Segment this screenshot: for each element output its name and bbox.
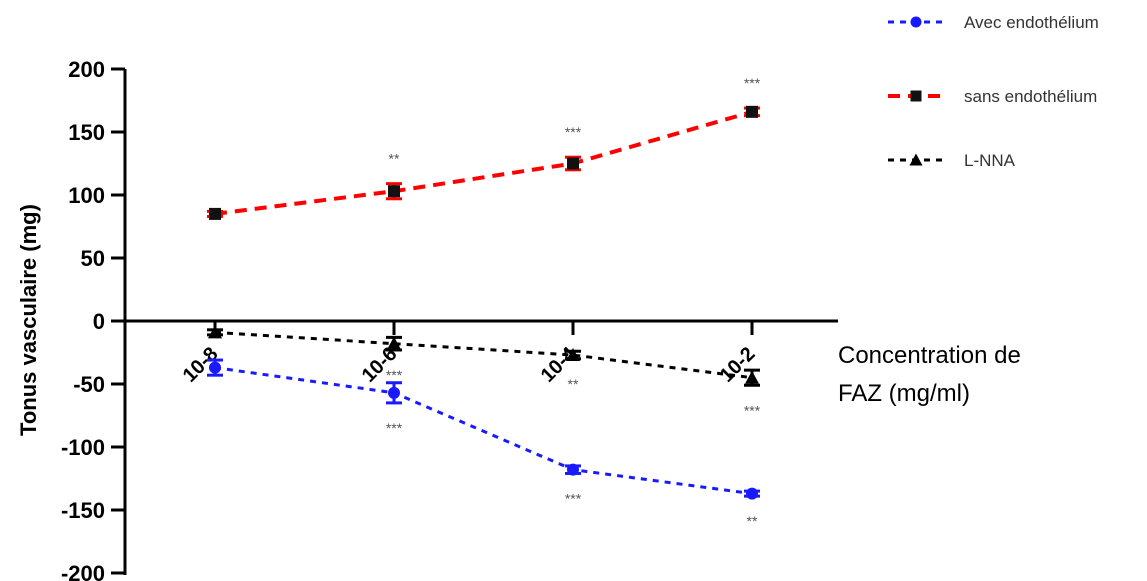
significance-label: *** <box>565 490 582 506</box>
data-point <box>388 386 400 399</box>
significance-label: ** <box>389 151 400 167</box>
series-line <box>214 366 753 496</box>
y-tick-label: 100 <box>68 183 105 208</box>
significance-label: ** <box>568 376 579 392</box>
significance-label: *** <box>744 402 761 418</box>
legend-swatch-marker <box>910 16 922 28</box>
y-tick-label: 0 <box>93 309 105 334</box>
x-axis-label-line2: FAZ (mg/ml) <box>838 380 970 407</box>
y-tick-label: -150 <box>61 498 105 523</box>
y-tick-label: -100 <box>61 435 105 460</box>
data-point <box>566 348 580 362</box>
significance-label: *** <box>386 367 403 383</box>
legend-label: L-NNA <box>964 151 1016 170</box>
legend-label: sans endothélium <box>964 87 1097 106</box>
y-ticks: 200 150 100 50 0 -50 -100 -150 -200 <box>61 57 125 581</box>
data-point <box>567 463 579 476</box>
y-tick-label: 200 <box>68 57 105 82</box>
legend-label: Avec endothélium <box>964 13 1099 32</box>
y-tick-label: 150 <box>68 120 105 145</box>
series-layer: ************************ <box>207 75 761 529</box>
series-0: ******** <box>207 358 760 529</box>
significance-label: *** <box>744 75 761 91</box>
data-point <box>388 185 400 198</box>
y-tick-label: -50 <box>73 372 105 397</box>
y-axis-label: Tonus vasculaire (mg) <box>16 204 41 436</box>
x-axis-label-line1: Concentration de <box>838 342 1021 369</box>
data-point <box>746 487 758 500</box>
y-tick-label: -200 <box>61 561 105 581</box>
y-tick-label: 50 <box>81 246 105 271</box>
legend-item-1: sans endothélium <box>888 87 1097 106</box>
significance-label: *** <box>386 420 403 436</box>
legend-item-2: L-NNA <box>888 151 1016 170</box>
series-line <box>214 109 753 216</box>
data-point <box>746 105 758 118</box>
legend-item-0: Avec endothélium <box>888 13 1099 32</box>
data-point <box>209 361 221 374</box>
data-point <box>387 336 401 350</box>
significance-label: *** <box>565 124 582 140</box>
series-2: ******** <box>207 325 761 418</box>
series-line <box>214 330 753 380</box>
data-point <box>208 325 222 339</box>
significance-label: ** <box>747 513 758 529</box>
legend-swatch-marker <box>910 90 922 102</box>
legend: Avec endothélium sans endothélium L-NNA <box>888 13 1099 170</box>
series-1: ******** <box>207 75 761 220</box>
x-ticks: 10-8 10-6 10-4 10-2 <box>179 321 760 387</box>
axes <box>123 69 838 575</box>
legend-swatch-marker <box>909 153 923 166</box>
data-point <box>567 157 579 170</box>
data-point <box>745 370 759 384</box>
data-point <box>209 207 221 220</box>
